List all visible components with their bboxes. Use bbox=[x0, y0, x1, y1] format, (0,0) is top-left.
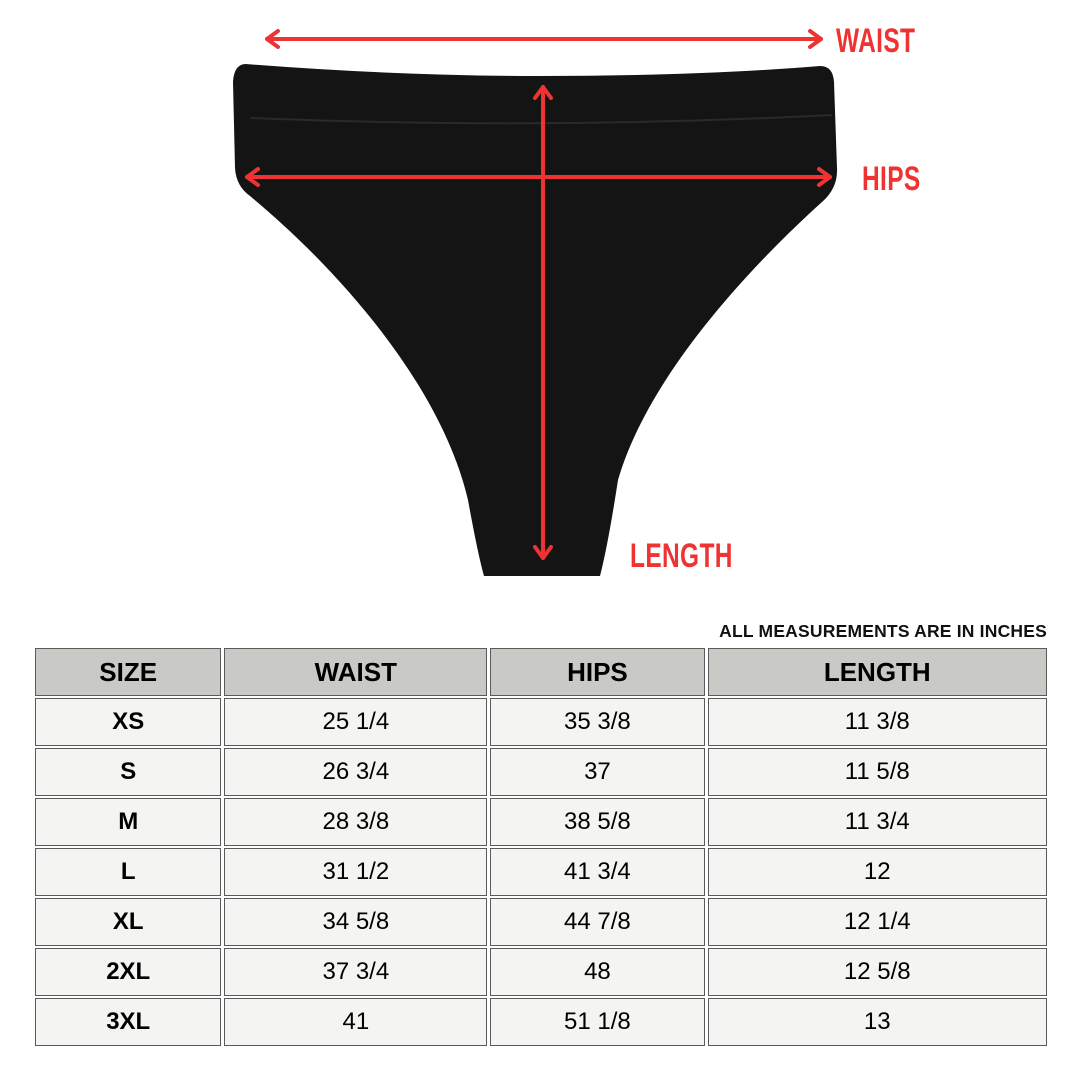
cell-length: 11 5/8 bbox=[707, 748, 1047, 796]
cell-size: 3XL bbox=[35, 998, 222, 1046]
length-arrow bbox=[533, 85, 553, 560]
header-waist: WAIST bbox=[224, 648, 488, 696]
hips-label: HIPS bbox=[862, 160, 921, 198]
header-length: LENGTH bbox=[707, 648, 1047, 696]
table-row: XL 34 5/8 44 7/8 12 1/4 bbox=[35, 898, 1047, 946]
hips-arrow bbox=[245, 167, 832, 187]
cell-length: 13 bbox=[707, 998, 1047, 1046]
cell-hips: 51 1/8 bbox=[490, 998, 705, 1046]
table-row: S 26 3/4 37 11 5/8 bbox=[35, 748, 1047, 796]
waistband-seam bbox=[249, 114, 833, 125]
cell-waist: 26 3/4 bbox=[224, 748, 488, 796]
cell-hips: 48 bbox=[490, 948, 705, 996]
bikini-bottom-garment bbox=[233, 64, 838, 576]
cell-size: L bbox=[35, 848, 222, 896]
cell-waist: 41 bbox=[224, 998, 488, 1046]
cell-waist: 37 3/4 bbox=[224, 948, 488, 996]
waist-label: WAIST bbox=[836, 22, 916, 60]
cell-size: M bbox=[35, 798, 222, 846]
table-row: 2XL 37 3/4 48 12 5/8 bbox=[35, 948, 1047, 996]
table-row: 3XL 41 51 1/8 13 bbox=[35, 998, 1047, 1046]
cell-waist: 25 1/4 bbox=[224, 698, 488, 746]
cell-size: XS bbox=[35, 698, 222, 746]
table-row: XS 25 1/4 35 3/8 11 3/8 bbox=[35, 698, 1047, 746]
table-row: M 28 3/8 38 5/8 11 3/4 bbox=[35, 798, 1047, 846]
cell-waist: 34 5/8 bbox=[224, 898, 488, 946]
cell-length: 11 3/4 bbox=[707, 798, 1047, 846]
units-note: ALL MEASUREMENTS ARE IN INCHES bbox=[719, 621, 1047, 641]
cell-length: 11 3/8 bbox=[707, 698, 1047, 746]
cell-length: 12 5/8 bbox=[707, 948, 1047, 996]
cell-hips: 35 3/8 bbox=[490, 698, 705, 746]
cell-size: 2XL bbox=[35, 948, 222, 996]
table-header-row: SIZE WAIST HIPS LENGTH bbox=[35, 648, 1047, 696]
header-size: SIZE bbox=[35, 648, 222, 696]
cell-waist: 28 3/8 bbox=[224, 798, 488, 846]
size-chart-table: SIZE WAIST HIPS LENGTH XS 25 1/4 35 3/8 11 … bbox=[32, 646, 1050, 1048]
waist-arrow bbox=[265, 29, 823, 49]
cell-hips: 44 7/8 bbox=[490, 898, 705, 946]
cell-length: 12 1/4 bbox=[707, 898, 1047, 946]
header-hips: HIPS bbox=[490, 648, 705, 696]
cell-size: S bbox=[35, 748, 222, 796]
cell-hips: 38 5/8 bbox=[490, 798, 705, 846]
cell-waist: 31 1/2 bbox=[224, 848, 488, 896]
cell-hips: 37 bbox=[490, 748, 705, 796]
cell-length: 12 bbox=[707, 848, 1047, 896]
length-label: LENGTH bbox=[630, 537, 733, 575]
cell-size: XL bbox=[35, 898, 222, 946]
cell-hips: 41 3/4 bbox=[490, 848, 705, 896]
garment-diagram bbox=[233, 29, 838, 576]
table-row: L 31 1/2 41 3/4 12 bbox=[35, 848, 1047, 896]
